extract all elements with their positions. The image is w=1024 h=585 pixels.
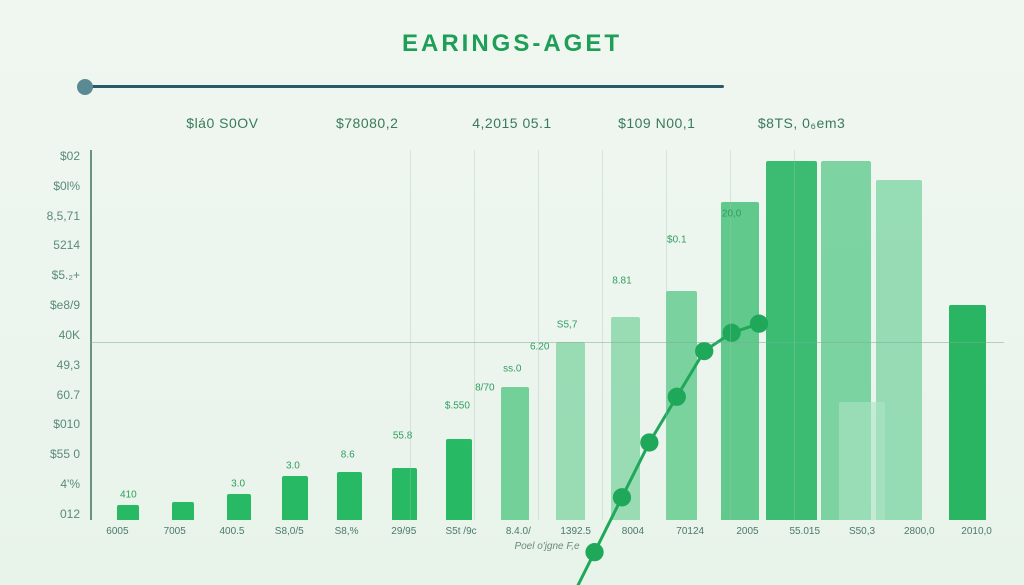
- bar: [949, 305, 986, 520]
- v-gridline: [794, 150, 795, 520]
- bar: [117, 505, 139, 520]
- x-tick-label: 400.5: [219, 526, 244, 537]
- y-tick-label: 5214: [30, 239, 80, 251]
- v-gridline: [538, 150, 539, 520]
- x-tick-label: 2005: [736, 526, 758, 537]
- point-label: 3.0: [286, 460, 300, 471]
- x-tick-label: 1392.5: [560, 526, 591, 537]
- point-label: $0.1: [667, 234, 686, 245]
- x-tick-label: 55.015: [789, 526, 820, 537]
- bar: [392, 468, 418, 520]
- rule-dot-icon: [77, 79, 93, 95]
- v-gridline: [666, 150, 667, 520]
- point-label: 55.8: [393, 431, 412, 442]
- bar: [666, 291, 697, 520]
- bar: [721, 202, 759, 520]
- bar: [337, 472, 363, 520]
- header-label: 4,2015 05.1: [440, 115, 585, 131]
- x-tick-label: 29/95: [391, 526, 416, 537]
- x-tick-label: 2800,0: [904, 526, 935, 537]
- chart-area: 410 3.0 3.0 8.6 55.8 $.550 8/70 ss.0 6.20 S5,7 8.8…: [90, 150, 1004, 520]
- y-tick-label: $e8/9: [30, 299, 80, 311]
- y-tick-label: 40K: [30, 329, 80, 341]
- y-axis-labels: $02 $0l% 8,5,71 5214 $5.₂+ $e8/9 40K 49,3 60.7 $0…: [30, 150, 80, 520]
- x-tick-label: 8004: [622, 526, 644, 537]
- x-tick-label: 7005: [164, 526, 186, 537]
- point-label: ss.0: [503, 364, 521, 375]
- y-tick-label: 4'%: [30, 478, 80, 490]
- bar: [611, 317, 640, 521]
- v-gridline: [474, 150, 475, 520]
- v-gridline: [730, 150, 731, 520]
- y-tick-label: $5.₂+: [30, 269, 80, 281]
- header-label: $109 N00,1: [584, 115, 729, 131]
- chart-plot: $02$0l%8,5,715214$5.₂+$e8/940K49,360.7$0…: [90, 150, 1004, 550]
- x-axis-title: Poel o'jgne F,e: [514, 541, 579, 552]
- y-tick-label: $02: [30, 150, 80, 162]
- bar: [227, 494, 251, 520]
- header-label: $8TS, 0₆em3: [729, 115, 874, 131]
- x-tick-label: S8,%: [335, 526, 359, 537]
- bar: [446, 439, 472, 520]
- bar: [839, 402, 885, 520]
- y-tick-label: $0l%: [30, 180, 80, 192]
- title-rule: [80, 85, 724, 88]
- y-tick-label: 8,5,71: [30, 210, 80, 222]
- bar: [501, 387, 528, 520]
- x-tick-label: S8,0/5: [275, 526, 304, 537]
- x-tick-label: S50,3: [849, 526, 875, 537]
- point-label: S5,7: [557, 320, 578, 331]
- y-tick-label: $55 0: [30, 448, 80, 460]
- v-gridline: [410, 150, 411, 520]
- bar: [282, 476, 308, 520]
- point-label: 6.20: [530, 342, 549, 353]
- point-label: 8.81: [612, 275, 631, 286]
- bar: [766, 161, 816, 520]
- point-label: $.550: [445, 401, 470, 412]
- point-label: 20,0: [722, 209, 741, 220]
- x-tick-label: S5t /9с: [446, 526, 477, 537]
- bar: [556, 342, 585, 520]
- x-tick-label: 70124: [676, 526, 704, 537]
- v-gridline: [602, 150, 603, 520]
- point-label: 8.6: [341, 449, 355, 460]
- x-tick-label: 8.4.0/: [506, 526, 531, 537]
- y-tick-label: 49,3: [30, 359, 80, 371]
- x-tick-label: 2010,0: [961, 526, 992, 537]
- y-tick-label: 60.7: [30, 389, 80, 401]
- bar: [172, 502, 194, 521]
- y-tick-label: $010: [30, 418, 80, 430]
- header-value-row: $lá0 S0OV$78080,24,2015 05.1$109 N00,1$8…: [150, 115, 874, 131]
- x-tick-label: 6005: [106, 526, 128, 537]
- y-tick-label: 012: [30, 508, 80, 520]
- point-label: 8/70: [475, 382, 494, 393]
- bar-layer: [90, 150, 1004, 520]
- point-label: 410: [120, 490, 137, 501]
- header-label: $lá0 S0OV: [150, 115, 295, 131]
- chart-title: EARINGS-AGET: [402, 30, 622, 58]
- header-label: $78080,2: [295, 115, 440, 131]
- point-label: 3.0: [231, 479, 245, 490]
